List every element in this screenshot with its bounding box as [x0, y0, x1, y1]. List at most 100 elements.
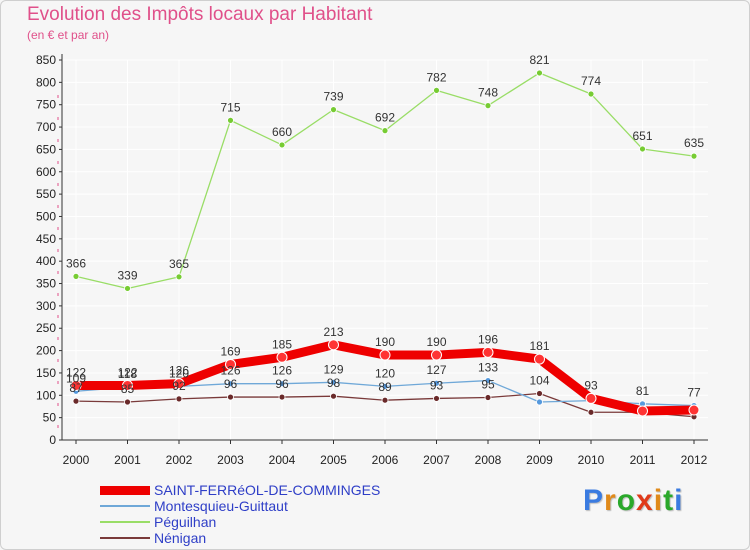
x-tick-label: 2001 — [114, 453, 141, 467]
data-point — [688, 404, 700, 416]
x-tick-label: 2003 — [217, 453, 244, 467]
data-label: 635 — [684, 136, 704, 150]
x-tick-label: 2009 — [526, 453, 553, 467]
y-tick-label: 0 — [49, 433, 56, 447]
x-tick-label: 2000 — [63, 453, 90, 467]
data-label: 185 — [272, 337, 292, 351]
y-tick-label: 650 — [36, 142, 56, 156]
x-tick-label: 2011 — [630, 453, 656, 467]
legend-label: Montesquieu-Guittaut — [154, 498, 288, 514]
data-point — [379, 349, 391, 361]
brand-letter: r — [604, 484, 617, 517]
legend-label: Péguilhan — [154, 514, 217, 530]
y-tick-label: 250 — [36, 321, 56, 335]
data-label: 122 — [117, 365, 137, 379]
data-label: 190 — [426, 335, 446, 349]
y-tick-label: 400 — [36, 254, 56, 268]
data-point — [482, 346, 494, 358]
data-point — [534, 353, 545, 365]
data-point — [175, 273, 183, 281]
brand-letter: i — [653, 484, 664, 517]
data-point — [72, 397, 80, 405]
data-label: 196 — [478, 332, 498, 346]
data-point — [278, 141, 286, 149]
brand-letter: P — [583, 484, 605, 517]
chart-subtitle: (en € et par an) — [27, 28, 110, 42]
data-point — [175, 395, 183, 403]
data-point — [381, 382, 389, 390]
data-label: 126 — [272, 364, 292, 378]
data-label: 782 — [426, 70, 446, 84]
data-point — [330, 392, 337, 400]
data-point — [587, 408, 595, 416]
data-point — [173, 378, 185, 390]
chart-title: Evolution des Impôts locaux par Habitant — [27, 4, 373, 25]
x-tick-label: 2005 — [320, 453, 347, 467]
data-point — [227, 116, 234, 124]
data-point — [484, 102, 492, 109]
data-label: 122 — [66, 365, 86, 379]
data-point — [328, 339, 339, 351]
data-point — [536, 69, 543, 77]
data-label: 118 — [118, 367, 137, 381]
legend-swatch — [100, 537, 150, 539]
data-label: 339 — [117, 268, 137, 282]
data-label: 89 — [378, 380, 392, 394]
brand-letter: i — [674, 484, 684, 517]
data-point — [124, 285, 131, 292]
data-point — [124, 398, 131, 406]
data-label: 715 — [220, 100, 240, 114]
data-point — [70, 379, 82, 391]
axes: 0 50 100 150 200 250 300 350 400 450 500 550 600 650 7… — [36, 53, 708, 467]
data-label: 190 — [375, 335, 395, 349]
data-label: 739 — [323, 90, 343, 104]
data-point — [585, 392, 597, 404]
data-label: 96 — [224, 377, 238, 391]
data-label: 181 — [529, 339, 549, 353]
x-tick-label: 2004 — [269, 453, 296, 467]
data-point — [381, 396, 389, 404]
y-tick-label: 750 — [36, 98, 56, 112]
y-tick-label: 550 — [36, 187, 56, 201]
data-point — [381, 127, 389, 135]
data-label: 129 — [323, 362, 343, 376]
brand-letter: t — [663, 484, 675, 517]
legend-swatch — [100, 521, 150, 523]
data-labels: 122 122 126 169 185 213 190 190 196 181 93 109 118 12… — [66, 53, 704, 400]
data-point — [276, 351, 288, 363]
data-label: 109 — [66, 371, 86, 385]
data-point — [278, 393, 286, 401]
data-label: 93 — [584, 378, 598, 392]
line-chart: 0 50 100 150 200 250 300 350 400 450 500 550 600 650 7… — [36, 53, 708, 467]
y-tick-label: 100 — [36, 388, 56, 402]
data-point — [484, 377, 492, 384]
x-tick-label: 2012 — [681, 453, 708, 467]
data-point — [690, 152, 698, 160]
data-label: 92 — [172, 379, 186, 393]
data-point — [431, 349, 442, 361]
data-label: 692 — [375, 111, 395, 125]
data-label: 93 — [430, 378, 444, 392]
data-point — [227, 393, 234, 401]
data-label: 126 — [220, 364, 240, 378]
data-label: 120 — [169, 366, 189, 380]
data-label: 169 — [220, 344, 240, 358]
y-tick-label: 300 — [36, 299, 56, 313]
y-tick-label: 800 — [36, 75, 56, 89]
data-label: 87 — [69, 381, 83, 395]
data-label: 98 — [327, 376, 341, 390]
data-point — [433, 379, 440, 387]
data-label: 120 — [375, 366, 395, 380]
data-point — [330, 106, 337, 114]
data-point — [122, 379, 133, 391]
legend-swatch — [100, 505, 150, 507]
data-point — [536, 398, 543, 406]
x-tick-label: 2002 — [166, 453, 193, 467]
legend-label: Nénigan — [154, 530, 207, 546]
data-label: 213 — [323, 325, 343, 339]
y-tick-label: 700 — [36, 120, 56, 134]
y-tick-label: 450 — [36, 232, 56, 246]
y-tick-label: 600 — [36, 165, 56, 179]
series-layer — [70, 69, 700, 421]
y-tick-label: 500 — [36, 209, 56, 223]
